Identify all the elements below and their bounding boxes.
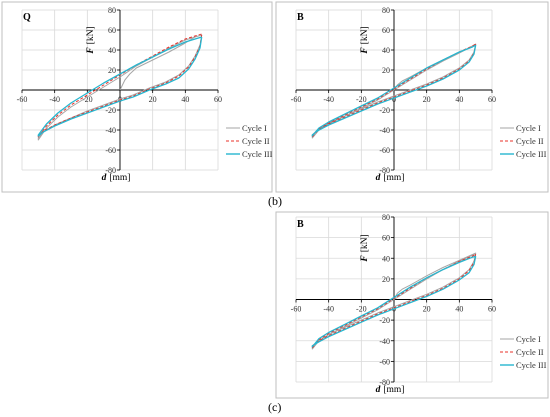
y-tick-label: -40 <box>105 126 116 135</box>
y-tick-label: 60 <box>108 26 116 35</box>
panel-label: B <box>297 12 304 23</box>
y-tick-label: -20 <box>379 106 390 115</box>
y-tick-label: 80 <box>108 6 116 15</box>
y-tick-label: -80 <box>379 378 390 387</box>
x-axis-label: d [mm] <box>102 173 131 183</box>
y-tick-label: -60 <box>379 357 390 366</box>
x-tick-label: -40 <box>323 95 334 104</box>
x-tick-label: 40 <box>181 95 189 104</box>
legend-label-cycle-3: Cycle III <box>516 149 547 159</box>
x-tick-label: 40 <box>455 305 463 314</box>
y-tick-label: 60 <box>382 234 390 243</box>
x-tick-label: -60 <box>291 95 302 104</box>
x-axis-unit: [mm] <box>109 173 130 183</box>
legend-label-cycle-1: Cycle I <box>242 123 267 133</box>
y-axis-label: F [kN] <box>360 26 370 54</box>
chart-panel-1: -60 -40 -20 0 20 40 60-80-60-40-2020406080QF[k… <box>1 1 273 193</box>
x-axis-symbol: d <box>102 173 107 183</box>
x-tick-label: -60 <box>291 305 302 314</box>
x-tick-label: 60 <box>488 305 496 314</box>
y-tick-label: -80 <box>379 166 390 175</box>
x-tick-label: 20 <box>423 305 431 314</box>
series-line-cycle-1 <box>37 34 203 141</box>
x-tick-label: 20 <box>423 95 431 104</box>
x-axis-symbol: d <box>376 385 381 395</box>
y-tick-label: 20 <box>382 66 390 75</box>
legend-label-cycle-2: Cycle II <box>242 136 270 146</box>
x-tick-label: 60 <box>488 95 496 104</box>
panel-label: B <box>297 219 304 230</box>
legend-label-cycle-3: Cycle III <box>242 149 273 159</box>
x-tick-label: 40 <box>455 95 463 104</box>
x-tick-label: -20 <box>356 95 367 104</box>
y-tick-label: 80 <box>382 6 390 15</box>
x-tick-label: -40 <box>323 305 334 314</box>
x-tick-label: 20 <box>149 95 157 104</box>
y-tick-label: -60 <box>379 146 390 155</box>
series-line-cycle-1 <box>311 252 477 350</box>
x-tick-label: -20 <box>356 305 367 314</box>
y-tick-label: 40 <box>108 46 116 55</box>
x-axis-unit: [mm] <box>383 385 404 395</box>
chart-panel-3: -60 -40 -20 0 20 40 60-80-60-40-2020406080BF[k… <box>275 211 549 399</box>
chart-frame <box>1 1 273 193</box>
y-tick-label: 40 <box>382 46 390 55</box>
y-tick-label: 40 <box>382 254 390 263</box>
x-axis-label: d [mm] <box>376 385 405 395</box>
caption-c: (c) <box>268 400 282 414</box>
y-tick-label: -40 <box>379 337 390 346</box>
y-axis-symbol: F <box>86 47 96 55</box>
legend-label-cycle-2: Cycle II <box>516 136 544 146</box>
x-tick-label: -60 <box>17 95 28 104</box>
y-axis-unit: [kN] <box>360 234 370 252</box>
series-line-cycle-3 <box>37 36 203 137</box>
y-axis-symbol: F <box>360 47 370 55</box>
y-axis-label: F [kN] <box>86 26 96 54</box>
panel-label: Q <box>23 12 31 23</box>
y-axis-label: F [kN] <box>360 234 370 262</box>
y-axis-symbol: F <box>360 255 370 263</box>
y-tick-label: 80 <box>382 213 390 222</box>
y-tick-label: 20 <box>108 66 116 75</box>
series-line-cycle-3 <box>311 44 477 137</box>
caption-b: (b) <box>268 194 282 208</box>
x-tick-label: -20 <box>82 95 93 104</box>
x-tick-label: 60 <box>214 95 222 104</box>
legend-label-cycle-1: Cycle I <box>516 123 541 133</box>
x-axis-label: d [mm] <box>376 173 405 183</box>
chart-frame <box>275 1 549 193</box>
y-tick-label: -40 <box>379 126 390 135</box>
y-tick-label: 20 <box>382 275 390 284</box>
legend-label-cycle-3: Cycle III <box>516 360 547 370</box>
y-axis-unit: [kN] <box>360 26 370 44</box>
x-axis-symbol: d <box>376 173 381 183</box>
chart-panel-2: -60 -40 -20 0 20 40 60-80-60-40-2020406080BF[k… <box>275 1 549 193</box>
y-axis-unit: [kN] <box>86 26 96 44</box>
x-axis-unit: [mm] <box>383 173 404 183</box>
y-tick-label: -20 <box>105 106 116 115</box>
chart-frame <box>275 211 549 399</box>
series-line-cycle-3 <box>311 255 477 348</box>
legend-label-cycle-1: Cycle I <box>516 334 541 344</box>
x-tick-label: -40 <box>49 95 60 104</box>
y-tick-label: -60 <box>105 146 116 155</box>
y-tick-label: -20 <box>379 316 390 325</box>
y-tick-label: -80 <box>105 166 116 175</box>
x-tick-label: 0 <box>392 95 396 104</box>
legend-label-cycle-2: Cycle II <box>516 347 544 357</box>
y-tick-label: 60 <box>382 26 390 35</box>
